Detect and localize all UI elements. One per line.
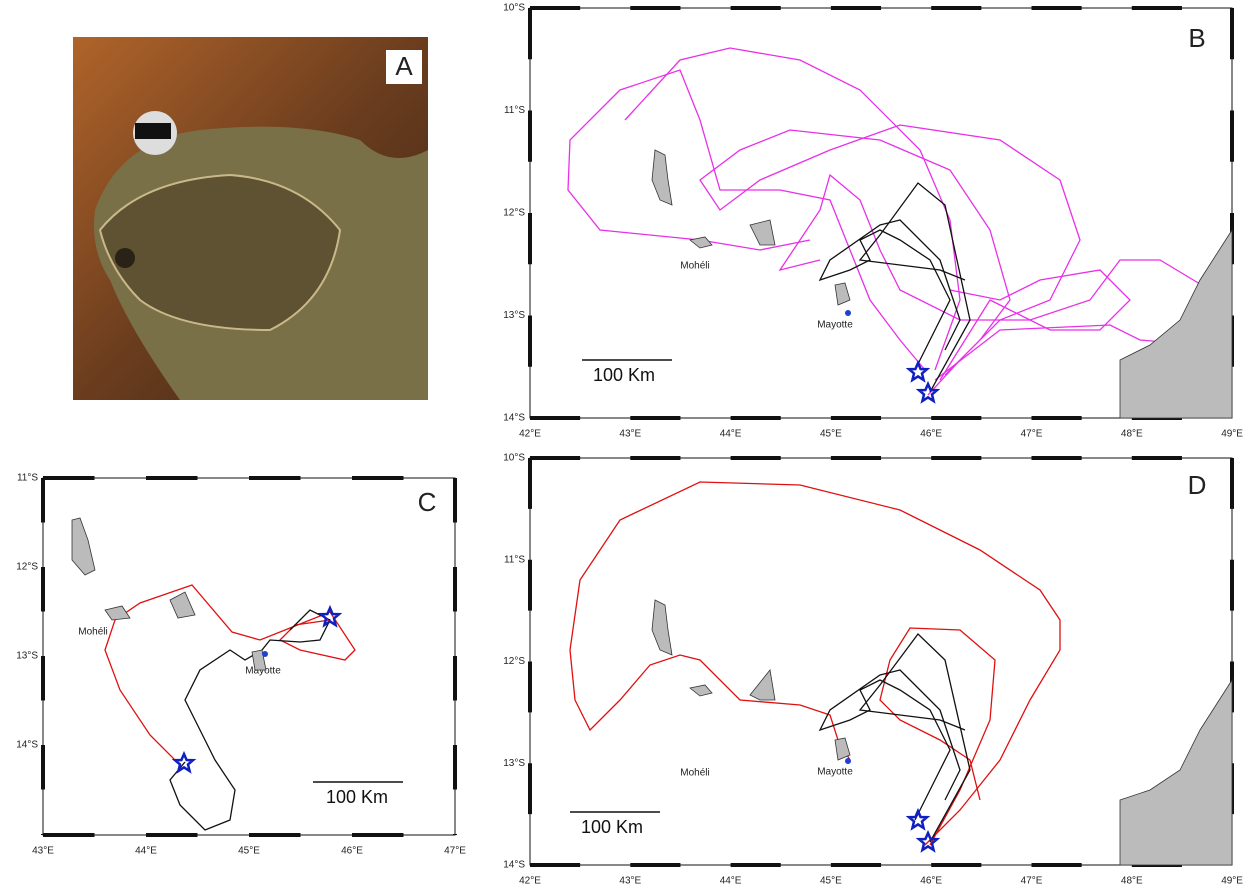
point: [262, 651, 268, 657]
lon-tick-label: 47°E: [444, 846, 466, 857]
turtle-eye: [115, 248, 135, 268]
island: [71, 517, 96, 576]
lon-tick-label: 47°E: [1021, 876, 1043, 887]
panel-label: B: [1188, 23, 1205, 53]
track-d2: [879, 627, 996, 846]
lat-tick-label: 14°S: [503, 860, 525, 871]
star: [915, 829, 941, 853]
islands: [71, 149, 1233, 866]
lat-tick-label: 12°S: [503, 656, 525, 667]
lat-tick-label: 14°S: [16, 740, 38, 751]
point: [845, 758, 851, 764]
mayotte-points: [262, 310, 851, 764]
lat-tick-label: 13°S: [16, 651, 38, 662]
lon-tick-label: 49°E: [1221, 429, 1243, 440]
star: [905, 359, 931, 383]
panel-label: D: [1188, 470, 1207, 500]
track-b6: [818, 219, 961, 371]
scale-label: 100 Km: [593, 365, 655, 385]
place-label: Mohéli: [680, 261, 709, 272]
lon-tick-label: 47°E: [1021, 429, 1043, 440]
lat-tick-label: 13°S: [503, 310, 525, 321]
scale-label: 100 Km: [581, 817, 643, 837]
lon-tick-label: 46°E: [920, 876, 942, 887]
island: [169, 591, 196, 619]
lat-tick-label: 11°S: [17, 473, 38, 484]
place-label: Mohéli: [78, 627, 107, 638]
track-b2: [778, 173, 1221, 381]
label-box: [386, 50, 422, 84]
track-c2: [169, 609, 331, 831]
lon-tick-label: 49°E: [1221, 876, 1243, 887]
island: [1119, 678, 1233, 866]
track-d4: [858, 633, 971, 843]
island: [689, 684, 713, 697]
track-b7: [858, 182, 971, 393]
track-d3: [818, 669, 961, 821]
place-label: Mayotte: [817, 767, 853, 778]
lon-tick-label: 45°E: [238, 846, 260, 857]
track-b1: [699, 124, 1081, 396]
island: [104, 605, 131, 621]
star: [317, 604, 343, 628]
maps: 10°S 11°S 12°S 13°S 14°S 42°E 43°E 44°E 45°E 46°E…: [16, 3, 1243, 887]
lon-tick-label: 44°E: [720, 429, 742, 440]
island: [689, 236, 713, 249]
lon-tick-label: 43°E: [619, 429, 641, 440]
track-b5: [624, 47, 961, 371]
star: [915, 380, 941, 404]
lat-tick-label: 10°S: [503, 3, 525, 14]
place-label: Mohéli: [680, 768, 709, 779]
lat-tick-label: 14°S: [503, 413, 525, 424]
tracks: [104, 47, 1221, 846]
point: [845, 310, 851, 316]
island: [1119, 228, 1233, 419]
photo: [73, 37, 428, 401]
place-label: Mayotte: [245, 666, 281, 677]
island: [834, 737, 851, 761]
lat-tick-label: 13°S: [503, 758, 525, 769]
lat-tick-label: 12°S: [503, 208, 525, 219]
lat-tick-label: 11°S: [504, 554, 525, 565]
map-frame: [529, 7, 1233, 419]
star: [171, 750, 197, 774]
island: [749, 219, 776, 246]
island: [651, 599, 673, 656]
island: [834, 282, 851, 306]
island: [651, 149, 673, 206]
lon-tick-label: 44°E: [720, 876, 742, 887]
lon-tick-label: 43°E: [619, 876, 641, 887]
lon-tick-label: 42°E: [519, 876, 541, 887]
lon-tick-label: 46°E: [341, 846, 363, 857]
lat-tick-label: 10°S: [503, 453, 525, 464]
lon-tick-label: 48°E: [1121, 429, 1143, 440]
map-frame: [42, 477, 456, 836]
turtle-head: [98, 173, 342, 332]
panel-label: C: [418, 487, 437, 517]
track-d1: [569, 481, 1061, 846]
lon-tick-label: 48°E: [1121, 876, 1143, 887]
tag-band: [135, 123, 171, 139]
lat-tick-label: 11°S: [504, 105, 525, 116]
island: [749, 669, 776, 701]
place-label: Mayotte: [817, 320, 853, 331]
lat-tick-label: 12°S: [16, 562, 38, 573]
lon-tick-label: 43°E: [32, 846, 54, 857]
lon-tick-label: 45°E: [820, 429, 842, 440]
track-b4: [939, 269, 1131, 381]
track-c1: [104, 584, 356, 766]
track-b3: [567, 69, 926, 371]
release-stars: [171, 359, 941, 853]
star: [905, 807, 931, 831]
lon-tick-label: 42°E: [519, 429, 541, 440]
lon-tick-label: 45°E: [820, 876, 842, 887]
lon-tick-label: 44°E: [135, 846, 157, 857]
lon-tick-label: 46°E: [920, 429, 942, 440]
scale-label: 100 Km: [326, 787, 388, 807]
panel-label: A: [395, 51, 413, 81]
